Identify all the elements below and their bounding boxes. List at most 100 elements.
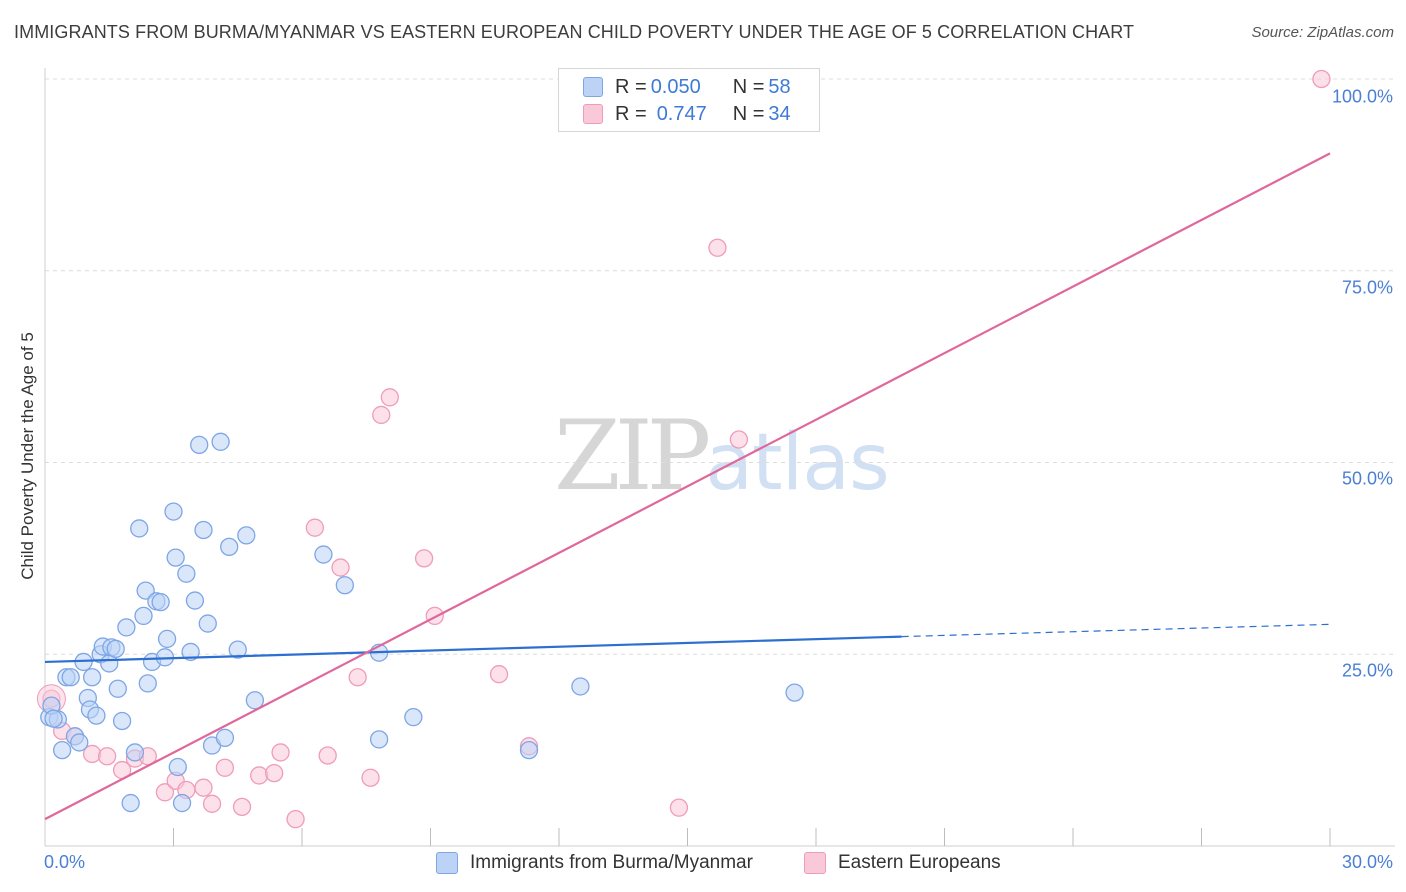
- data-point-burma-myanmar: [228, 640, 247, 659]
- trend-lines: [44, 152, 1331, 821]
- data-point-burma-myanmar: [181, 642, 200, 662]
- data-point-burma-myanmar: [61, 668, 80, 687]
- data-point-burma-myanmar: [125, 743, 145, 762]
- data-point-eastern-europeans: [414, 549, 434, 568]
- data-point-eastern-europeans: [708, 238, 727, 257]
- legend-label: Immigrants from Burma/Myanmar: [470, 852, 753, 873]
- data-point-burma-myanmar: [314, 545, 333, 564]
- pink-swatch-icon: [804, 852, 826, 874]
- x-tick-label: 0.0%: [44, 852, 86, 872]
- y-tick-label: 75.0%: [1341, 277, 1393, 298]
- data-point-burma-myanmar: [117, 618, 136, 637]
- data-point-eastern-europeans: [215, 758, 235, 777]
- data-point-eastern-europeans: [669, 798, 689, 817]
- data-point-burma-myanmar: [82, 668, 102, 687]
- data-point-burma-myanmar: [519, 740, 539, 760]
- trend-line-eastern-europeans: [44, 152, 1331, 821]
- data-point-eastern-europeans: [265, 763, 284, 783]
- grid-lines: [45, 78, 1395, 655]
- data-point-eastern-europeans: [361, 768, 380, 787]
- chart-source: Source: ZipAtlas.com: [1251, 24, 1394, 41]
- data-point-eastern-europeans: [489, 665, 509, 684]
- data-point-burma-myanmar: [138, 674, 157, 693]
- data-point-burma-myanmar: [164, 502, 183, 521]
- series-burma-myanmar: [40, 432, 804, 813]
- data-point-eastern-europeans: [372, 405, 391, 425]
- data-point-burma-myanmar: [168, 757, 187, 777]
- data-point-eastern-europeans: [97, 747, 117, 766]
- data-point-eastern-europeans: [286, 810, 305, 829]
- data-point-burma-myanmar: [785, 683, 804, 702]
- pink-swatch-icon: [583, 104, 603, 124]
- data-point-eastern-europeans: [202, 794, 222, 813]
- data-point-burma-myanmar: [136, 581, 155, 600]
- data-point-eastern-europeans: [194, 778, 213, 797]
- data-point-eastern-europeans: [729, 430, 749, 449]
- y-axis-label: Child Poverty Under the Age of 5: [18, 332, 37, 580]
- data-point-burma-myanmar: [151, 592, 170, 612]
- stats-row-eastern-europeans: R = 0.747 N = 34: [559, 101, 791, 127]
- data-point-burma-myanmar: [245, 691, 265, 710]
- data-point-burma-myanmar: [404, 707, 423, 727]
- data-point-burma-myanmar: [166, 548, 185, 567]
- data-point-burma-myanmar: [44, 709, 63, 728]
- data-point-burma-myanmar: [215, 728, 235, 748]
- n-label: N =: [732, 102, 765, 125]
- data-point-eastern-europeans: [348, 668, 367, 687]
- y-tick-label: 50.0%: [1341, 468, 1393, 489]
- data-point-eastern-europeans: [1312, 69, 1331, 89]
- data-point-eastern-europeans: [232, 797, 252, 817]
- data-point-burma-myanmar: [134, 606, 153, 626]
- data-point-eastern-europeans: [318, 746, 337, 765]
- data-point-burma-myanmar: [70, 733, 89, 752]
- blue-swatch-icon: [436, 852, 458, 874]
- series-eastern-europeans: [36, 69, 1331, 829]
- data-point-burma-myanmar: [237, 526, 256, 545]
- watermark-zip: ZIP: [554, 400, 711, 512]
- r-label: R =: [615, 102, 647, 125]
- data-point-burma-myanmar: [185, 591, 205, 610]
- correlation-stats-box: R = 0.050 N = 58 R = 0.747 N = 34: [558, 68, 820, 132]
- data-point-burma-myanmar: [130, 519, 149, 538]
- legend-item-burma: Immigrants from Burma/Myanmar: [436, 852, 753, 874]
- data-point-eastern-europeans: [250, 766, 269, 785]
- r-label: R =: [615, 75, 647, 98]
- legend-item-eastern-europeans: Eastern Europeans: [804, 852, 1001, 874]
- data-point-eastern-europeans: [305, 518, 325, 537]
- y-tick-label: 100.0%: [1331, 86, 1393, 107]
- data-point-burma-myanmar: [121, 793, 140, 813]
- r-value: 0.050: [650, 75, 701, 98]
- data-point-burma-myanmar: [52, 740, 72, 760]
- data-point-eastern-europeans: [331, 558, 350, 577]
- chart-title: IMMIGRANTS FROM BURMA/MYANMAR VS EASTERN…: [14, 22, 1135, 42]
- data-point-eastern-europeans: [425, 606, 444, 626]
- data-point-burma-myanmar: [108, 679, 127, 698]
- data-point-burma-myanmar: [172, 793, 192, 813]
- data-point-eastern-europeans: [380, 388, 399, 407]
- data-point-eastern-europeans: [271, 743, 290, 762]
- data-point-burma-myanmar: [112, 711, 132, 731]
- data-point-burma-myanmar: [157, 629, 177, 649]
- data-point-burma-myanmar: [571, 677, 590, 696]
- data-point-eastern-europeans: [155, 783, 175, 802]
- stats-row-burma: R = 0.050 N = 58: [559, 74, 791, 100]
- blue-swatch-icon: [583, 77, 603, 97]
- n-value: 34: [768, 102, 791, 125]
- data-point-burma-myanmar: [87, 706, 106, 725]
- data-point-burma-myanmar: [198, 614, 217, 633]
- n-value: 58: [768, 75, 791, 98]
- data-point-burma-myanmar: [194, 520, 213, 540]
- data-point-burma-myanmar: [369, 730, 389, 749]
- trend-line-burma-myanmar-projection: [901, 623, 1331, 638]
- data-point-burma-myanmar: [220, 537, 239, 557]
- r-value: 0.747: [656, 102, 707, 125]
- axes: [44, 68, 1395, 847]
- x-tick-label: 30.0%: [1341, 852, 1393, 872]
- data-point-burma-myanmar: [106, 639, 125, 659]
- data-point-burma-myanmar: [211, 432, 230, 451]
- n-label: N =: [732, 75, 765, 98]
- data-point-burma-myanmar: [190, 435, 209, 455]
- data-point-burma-myanmar: [335, 576, 354, 595]
- legend-label: Eastern Europeans: [838, 852, 1001, 873]
